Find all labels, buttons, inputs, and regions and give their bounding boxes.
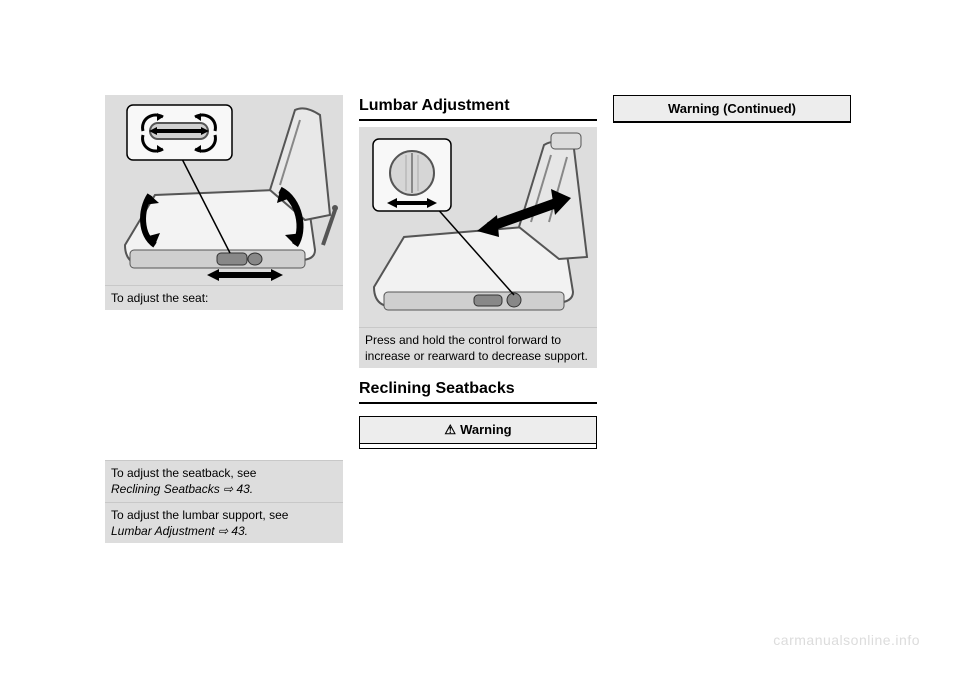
warning-continued-header: Warning (Continued) (614, 96, 850, 122)
warning-continued-box: Warning (Continued) (613, 95, 851, 123)
title-reclining: Reclining Seatbacks (359, 378, 597, 404)
figure-power-seat (105, 95, 343, 285)
warning-body-placeholder (360, 444, 596, 448)
spacer (359, 368, 597, 378)
para-lumbar-text: To adjust the lumbar support, see (111, 508, 288, 522)
warning-header: ⚠ Warning (360, 417, 596, 444)
watermark: carmanualsonline.info (773, 632, 920, 648)
para-seatback-link: Reclining Seatbacks ⇨ 43. (111, 482, 253, 496)
power-seat-svg (105, 95, 343, 285)
column-3: Warning (Continued) (613, 95, 851, 625)
lumbar-svg (359, 127, 597, 327)
warning-box: ⚠ Warning (359, 416, 597, 449)
page-content: To adjust the seat: To adjust the seatba… (105, 95, 853, 625)
title-lumbar: Lumbar Adjustment (359, 95, 597, 121)
caption-lumbar: Press and hold the control forward to in… (359, 327, 597, 368)
column-1: To adjust the seat: To adjust the seatba… (105, 95, 343, 625)
para-seatback-ref: To adjust the seatback, see Reclining Se… (105, 460, 343, 501)
para-lumbar-link: Lumbar Adjustment ⇨ 43. (111, 524, 248, 538)
figure-lumbar (359, 127, 597, 327)
para-seatback-text: To adjust the seatback, see (111, 466, 256, 480)
warning-label: Warning (460, 422, 512, 437)
caption-adjust-seat: To adjust the seat: (105, 285, 343, 310)
hidden-bullet-area (105, 310, 343, 460)
warning-icon: ⚠ (444, 422, 456, 438)
para-lumbar-ref: To adjust the lumbar support, see Lumbar… (105, 502, 343, 543)
column-2: Lumbar Adjustment (359, 95, 597, 625)
